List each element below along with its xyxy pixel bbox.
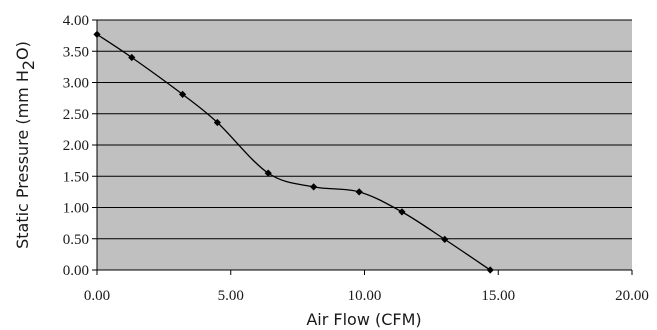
x-tick-label: 15.00	[481, 288, 515, 304]
x-axis-ticks: 0.00 5.00 10.00 15.00 20.00	[84, 270, 649, 304]
y-tick-label: 2.50	[63, 107, 89, 123]
data-point-marker	[310, 183, 318, 191]
gridlines	[97, 19, 632, 240]
y-axis-title-end: O)	[13, 41, 32, 60]
y-tick-label: 4.00	[63, 13, 89, 29]
y-axis-title-subscript: 2	[19, 60, 38, 70]
x-tick-label: 10.00	[348, 288, 382, 304]
data-point-marker	[355, 188, 363, 196]
x-axis-title: Air Flow (CFM)	[306, 310, 421, 329]
y-tick-label: 3.00	[63, 76, 89, 92]
y-axis-ticks: 0.00 0.50 1.00 1.50 2.00 2.50 3.00 3.50 4.00	[63, 13, 97, 279]
x-tick-label: 0.00	[84, 288, 110, 304]
x-tick-label: 20.00	[615, 288, 649, 304]
data-point-marker	[264, 169, 272, 177]
y-tick-label: 2.00	[63, 138, 89, 154]
y-tick-label: 1.00	[63, 201, 89, 217]
data-markers	[93, 30, 494, 274]
y-axis-title-main: Static Pressure (mm H	[13, 70, 32, 249]
data-point-marker	[128, 53, 136, 62]
y-tick-label: 0.00	[63, 263, 89, 279]
data-point-marker	[441, 235, 449, 243]
data-point-marker	[179, 90, 187, 98]
y-tick-label: 3.50	[63, 44, 89, 60]
data-point-marker	[213, 118, 221, 127]
series-line	[96, 33, 491, 271]
data-point-marker	[398, 208, 406, 216]
y-tick-label: 1.50	[63, 169, 89, 185]
x-tick-label: 5.00	[218, 288, 244, 304]
y-tick-label: 0.50	[63, 232, 89, 248]
y-axis-title: Static Pressure (mm H2O)	[13, 41, 38, 249]
